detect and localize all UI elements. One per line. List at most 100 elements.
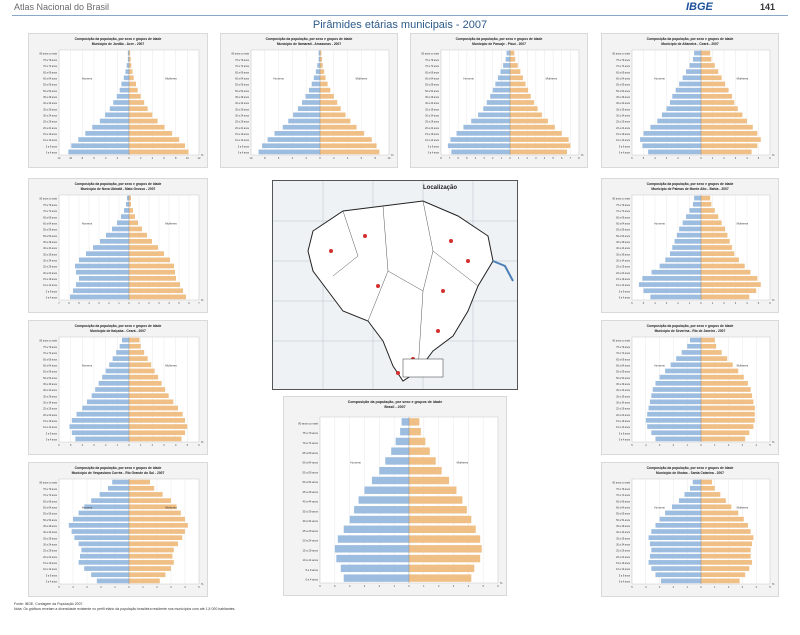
bar-women <box>510 143 571 149</box>
age-group-label: 40 a 44 anos <box>302 500 318 504</box>
bar-women <box>320 87 331 93</box>
age-group-label: 35 a 39 anos <box>43 395 58 398</box>
age-group-label: 35 a 39 anos <box>43 537 58 540</box>
bar-women <box>701 362 733 368</box>
bar-men <box>109 106 129 112</box>
bar-women <box>129 380 162 386</box>
bar-men <box>655 436 701 442</box>
bar-men <box>318 56 320 62</box>
age-group-label: 10 a 14 anos <box>43 568 58 571</box>
age-group-label: 20 a 24 anos <box>425 127 440 130</box>
bar-men <box>678 498 701 503</box>
bar-men <box>73 516 129 522</box>
x-tick-label: 2 <box>728 585 730 589</box>
bar-men <box>659 516 701 522</box>
bar-women <box>320 69 325 74</box>
x-tick-label: 0 <box>700 156 702 160</box>
age-group-label: 0 a 4 anos <box>428 152 440 155</box>
bar-women <box>701 75 722 81</box>
bar-men <box>282 124 320 130</box>
x-tick-label: 5 <box>178 301 180 305</box>
age-group-label: 50 a 54 anos <box>425 90 440 93</box>
age-group-label: 0 a 4 anos <box>619 581 631 584</box>
x-tick-label: 3 <box>742 585 744 589</box>
bar-women <box>701 232 728 238</box>
x-tick-label: 7 <box>570 156 572 160</box>
age-group-label: 70 a 74 anos <box>235 65 250 68</box>
bar-women <box>320 93 334 99</box>
x-tick-label: 0 <box>509 156 511 160</box>
bar-women <box>129 232 147 238</box>
bar-men <box>676 356 701 361</box>
page-number: 141 <box>760 2 776 12</box>
bar-women <box>129 257 170 263</box>
age-group-label: 65 a 69 anos <box>43 71 58 74</box>
bar-men <box>694 50 701 56</box>
age-group-label: 10 a 14 anos <box>43 284 58 287</box>
x-tick-label: 0 <box>128 585 130 589</box>
bar-men <box>106 232 129 238</box>
age-group-label: 55 a 59 anos <box>43 513 58 516</box>
age-group-label: 65 a 69 anos <box>43 358 58 361</box>
age-group-label: 5 a 9 anos <box>619 574 631 577</box>
atlas-title: Atlas Nacional do Brasil <box>14 2 110 12</box>
age-group-label: 0 a 4 anos <box>305 578 318 582</box>
age-group-label: 45 a 49 anos <box>235 96 250 99</box>
page-header: Atlas Nacional do Brasil IBGE 141 <box>0 0 800 16</box>
x-tick-label: 4 <box>654 301 656 305</box>
chart-subtitle: Município de Palmas de Monte Alto - Bahi… <box>651 187 729 191</box>
x-tick-label: 10 <box>69 156 72 160</box>
age-group-label: 75 a 79 anos <box>616 346 631 349</box>
bar-men <box>385 457 409 465</box>
age-group-label: 70 a 74 anos <box>43 210 58 213</box>
x-tick-label: 10 <box>250 156 253 160</box>
age-group-label: 80 anos ou mais <box>421 53 439 56</box>
age-group-label: 5 a 9 anos <box>238 145 250 148</box>
bar-women <box>320 143 377 149</box>
age-group-label: 20 a 24 anos <box>616 127 631 130</box>
pyramid-svg: Composição da população, por sexo e grup… <box>39 182 204 305</box>
x-tick-label: 4 <box>645 443 647 447</box>
bar-men <box>78 510 129 516</box>
bar-men <box>666 106 701 112</box>
age-group-label: 15 a 19 anos <box>425 133 440 136</box>
bar-men <box>450 137 510 142</box>
state-borders <box>332 200 479 372</box>
bar-men <box>675 87 701 93</box>
x-tick-label: 6 <box>68 301 70 305</box>
map-title: Localização <box>423 185 458 191</box>
age-group-label: 35 a 39 anos <box>616 253 631 256</box>
x-tick-label: 3 <box>453 584 455 588</box>
bar-men <box>112 226 129 232</box>
bar-men <box>123 75 129 81</box>
age-group-label: 5 a 9 anos <box>428 145 440 148</box>
age-group-label: 30 a 34 anos <box>616 401 631 404</box>
bar-women <box>701 63 715 68</box>
bar-women <box>701 399 754 405</box>
x-tick-label: 6 <box>561 156 563 160</box>
age-group-label: 30 a 34 anos <box>43 114 58 117</box>
x-tick-label: 2 <box>108 301 110 305</box>
bar-men <box>401 418 409 426</box>
bar-men <box>379 466 409 475</box>
age-group-label: 5 a 9 anos <box>619 432 631 435</box>
x-tick-label: 6 <box>497 584 499 588</box>
bar-women <box>701 124 753 130</box>
bar-women <box>701 424 754 429</box>
age-group-label: 0 a 4 anos <box>46 439 58 442</box>
bar-men <box>490 93 510 99</box>
x-tick-label: 1 <box>686 585 688 589</box>
chart-subtitle: Município de Jordão - Acre - 2007 <box>92 42 145 46</box>
bar-men <box>93 245 129 250</box>
bar-men <box>651 393 701 399</box>
bar-women <box>409 496 463 504</box>
bar-men <box>308 87 320 93</box>
label-mulheres: Mulheres <box>737 221 749 225</box>
pyramid-svg: Composição da população, por sexo e grup… <box>612 324 775 447</box>
label-mulheres: Mulheres <box>737 76 749 80</box>
bar-men <box>80 553 129 559</box>
x-tick-label: 2 <box>148 301 150 305</box>
bar-men <box>126 201 129 207</box>
bar-men <box>682 75 701 81</box>
age-group-label: 70 a 74 anos <box>43 65 58 68</box>
